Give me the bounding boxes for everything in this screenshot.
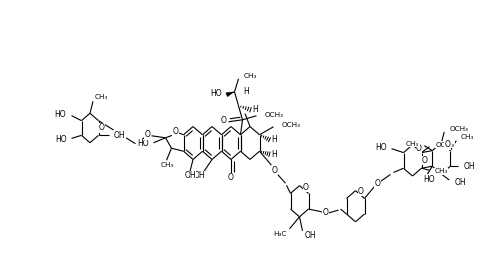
Text: O: O	[416, 144, 422, 153]
Text: O: O	[323, 208, 329, 217]
Text: OH: OH	[454, 177, 466, 187]
Text: HO: HO	[375, 143, 386, 152]
Text: O: O	[445, 140, 451, 149]
Text: OCH₃: OCH₃	[436, 142, 454, 148]
Text: OCH₃: OCH₃	[264, 112, 284, 118]
Text: CH₃: CH₃	[460, 134, 474, 140]
Text: OH: OH	[184, 171, 196, 180]
Text: CH₃: CH₃	[95, 94, 108, 100]
Text: OH: OH	[463, 162, 475, 171]
Text: HO: HO	[423, 175, 435, 184]
Text: O: O	[421, 156, 427, 165]
Text: H₃C: H₃C	[273, 231, 287, 237]
Text: H: H	[244, 87, 249, 96]
Text: OH: OH	[114, 131, 125, 140]
Text: O: O	[374, 179, 380, 188]
Text: OH: OH	[304, 231, 316, 240]
Text: H: H	[272, 135, 277, 144]
Text: CH₃: CH₃	[406, 141, 419, 147]
Text: OH: OH	[193, 171, 205, 180]
Text: OCH₃: OCH₃	[282, 122, 300, 128]
Text: CH₃: CH₃	[161, 162, 174, 168]
Text: OCH₃: OCH₃	[450, 126, 468, 132]
Text: HO: HO	[54, 110, 66, 119]
Polygon shape	[226, 92, 235, 97]
Text: O: O	[272, 166, 278, 175]
Text: HO: HO	[137, 139, 149, 148]
Text: CH₃: CH₃	[244, 73, 257, 79]
Text: O: O	[303, 183, 309, 192]
Text: H: H	[272, 150, 277, 159]
Text: HO: HO	[210, 89, 221, 98]
Text: O: O	[172, 127, 178, 136]
Text: O: O	[145, 130, 151, 139]
Text: O: O	[220, 116, 226, 125]
Text: HO: HO	[55, 135, 67, 144]
Text: O: O	[228, 173, 234, 182]
Text: CH₃: CH₃	[435, 168, 448, 174]
Text: H: H	[252, 105, 258, 114]
Text: O: O	[99, 123, 104, 133]
Text: O: O	[358, 187, 364, 196]
